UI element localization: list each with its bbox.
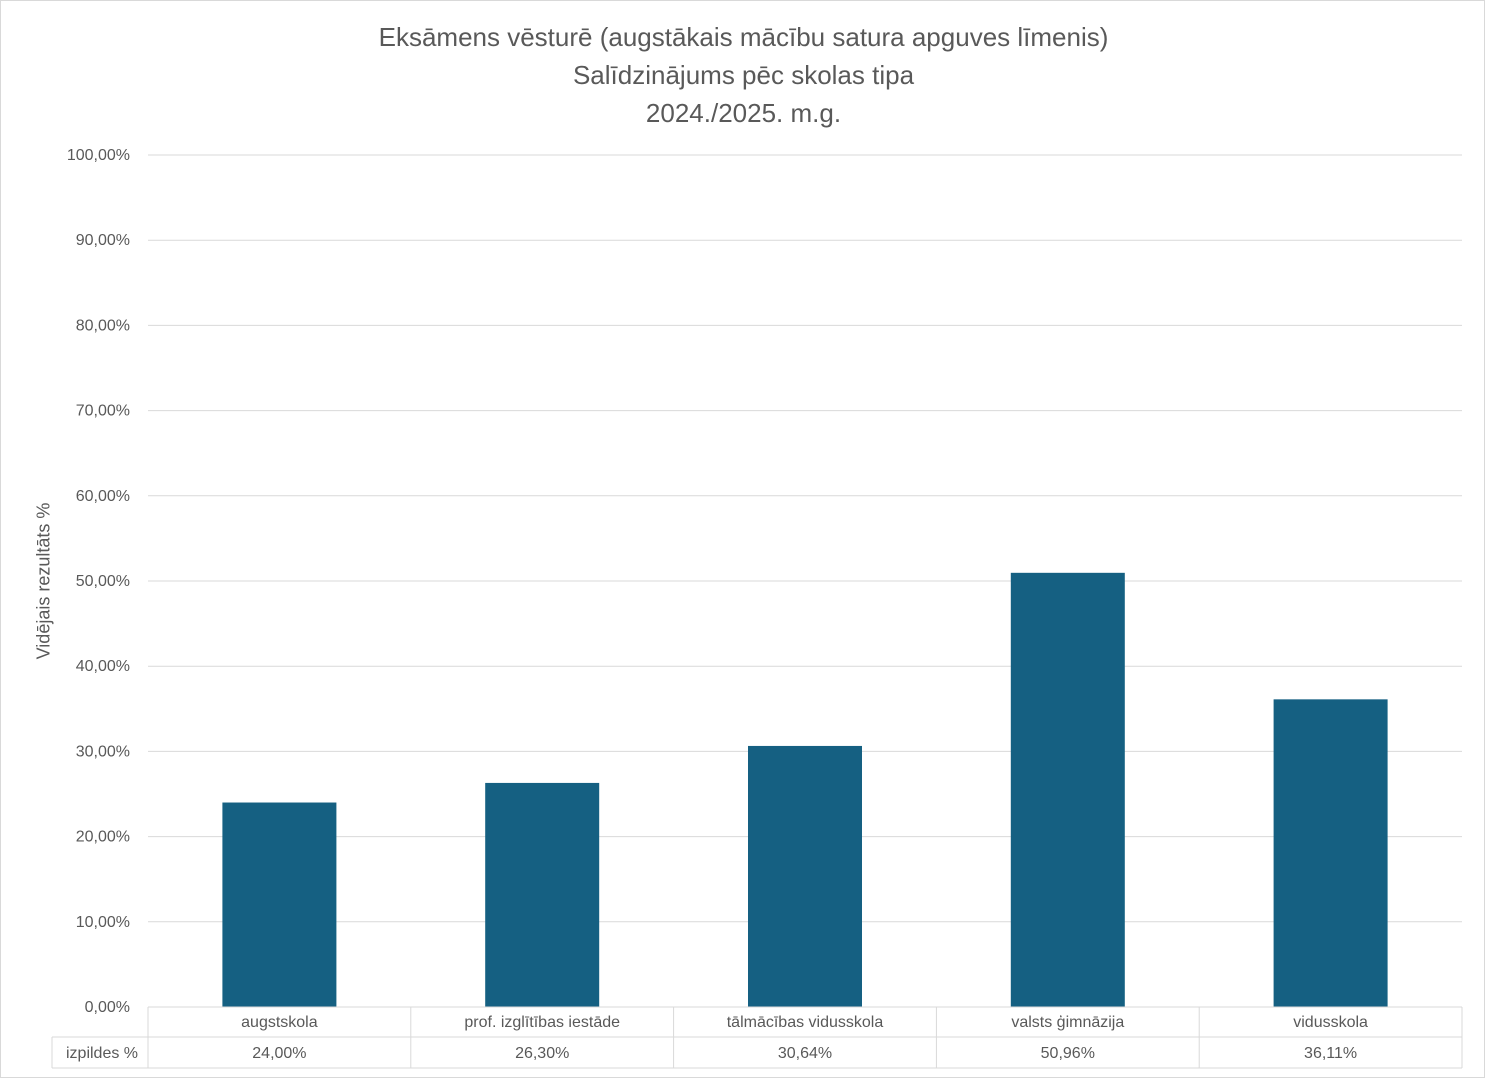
- bar: [222, 802, 337, 1007]
- x-category-label: tālmācības vidusskola: [727, 1014, 884, 1031]
- x-category-label: valsts ģimnāzija: [1011, 1013, 1124, 1031]
- chart-title: Eksāmens vēsturē (augstākais mācību satu…: [378, 22, 1109, 52]
- chart-subtitle: Salīdzinājums pēc skolas tipa: [572, 60, 915, 90]
- chart-period: 2024./2025. m.g.: [645, 98, 842, 128]
- y-tick-label: 80,00%: [76, 317, 130, 334]
- y-tick-label: 40,00%: [76, 658, 130, 675]
- y-tick-label: 0,00%: [85, 999, 130, 1016]
- bar: [748, 745, 862, 1007]
- chart-title-block: Eksāmens vēsturē (augstākais mācību satu…: [0, 18, 1487, 132]
- data-value-label: 36,11%: [1304, 1045, 1357, 1062]
- bar: [1010, 572, 1125, 1007]
- y-tick-label: 90,00%: [76, 232, 130, 249]
- x-category-label: vidusskola: [1293, 1014, 1368, 1031]
- y-tick-label: 100,00%: [67, 147, 130, 164]
- legend-series-name: izpildes %: [66, 1045, 138, 1062]
- y-tick-label: 10,00%: [76, 914, 130, 931]
- y-tick-label: 70,00%: [76, 403, 130, 420]
- data-value-label: 24,00%: [252, 1045, 306, 1062]
- x-category-label: prof. izglītības iestāde: [464, 1014, 620, 1031]
- data-value-label: 26,30%: [515, 1045, 569, 1062]
- y-tick-label: 20,00%: [76, 829, 130, 846]
- data-value-label: 30,64%: [778, 1045, 832, 1062]
- y-tick-label: 60,00%: [76, 488, 130, 505]
- y-tick-label: 50,00%: [76, 573, 130, 590]
- bar: [485, 782, 600, 1007]
- x-category-label: augstskola: [241, 1014, 318, 1031]
- y-tick-label: 30,00%: [76, 743, 130, 760]
- bar: [1273, 699, 1388, 1007]
- data-value-label: 50,96%: [1041, 1045, 1095, 1062]
